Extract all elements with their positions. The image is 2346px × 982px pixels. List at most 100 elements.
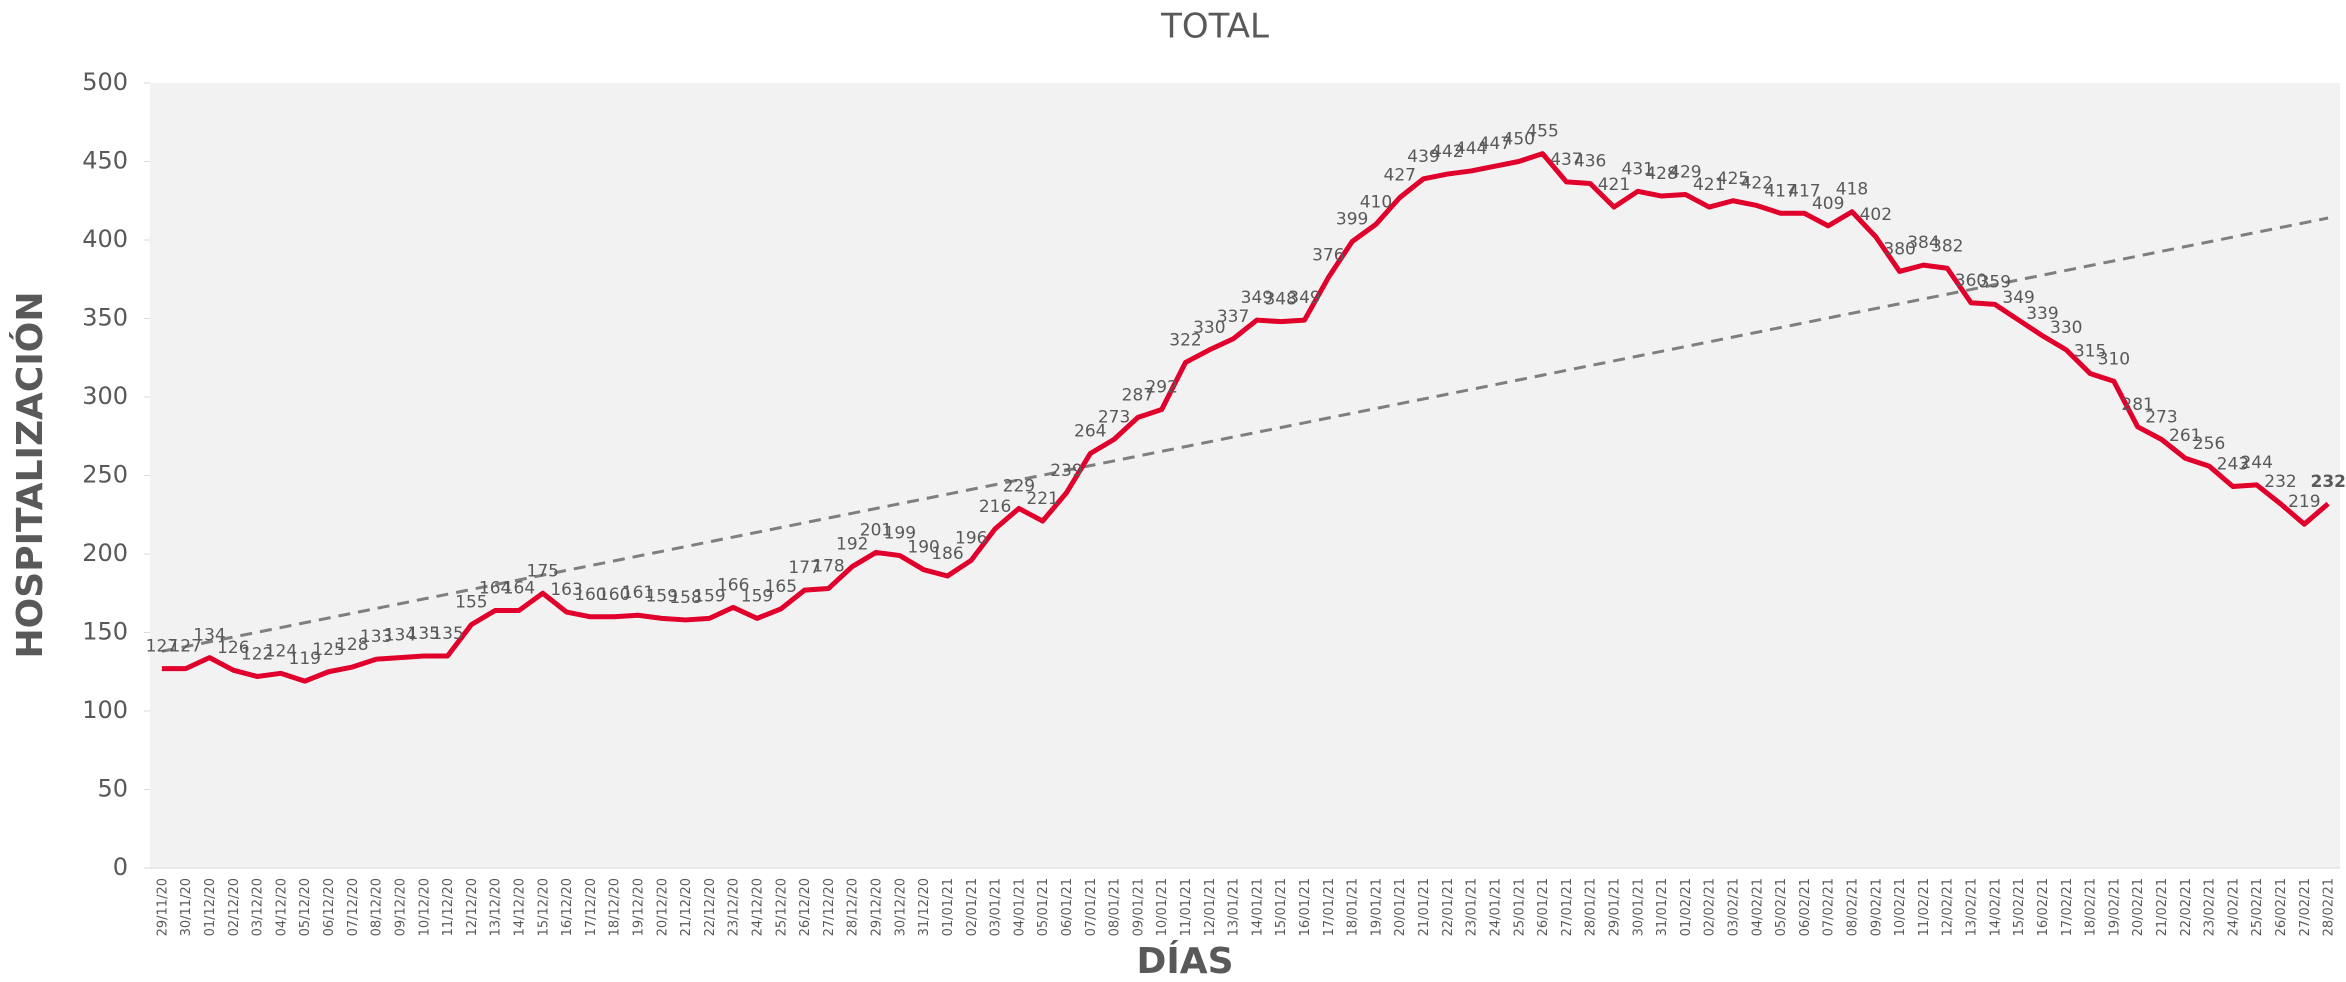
data-label: 161 (622, 583, 654, 603)
y-tick-label: 300 (82, 382, 128, 410)
data-label: 178 (812, 557, 844, 577)
data-label: 349 (2002, 288, 2034, 308)
data-label: 399 (1336, 210, 1368, 230)
x-tick-label: 06/01/21 (1060, 878, 1075, 936)
x-tick-label: 08/02/21 (1846, 878, 1861, 936)
x-tick-label: 21/02/21 (2155, 878, 2170, 936)
x-tick-label: 27/01/21 (1560, 878, 1575, 936)
x-tick-label: 24/02/21 (2226, 878, 2241, 936)
trendline (161, 216, 2329, 653)
data-label: 427 (1384, 166, 1416, 186)
x-tick-label: 07/12/20 (346, 878, 361, 936)
y-tick-label: 400 (82, 225, 128, 253)
x-axis-label: DÍAS (1136, 940, 1233, 982)
x-tick-label: 15/12/20 (536, 878, 551, 936)
data-label: 348 (1264, 290, 1296, 310)
data-label: 159 (693, 586, 725, 606)
x-tick-label: 21/01/21 (1417, 878, 1432, 936)
data-label: 165 (765, 577, 797, 597)
x-tick-label: 29/01/21 (1607, 878, 1622, 936)
data-label: 417 (1764, 181, 1796, 201)
data-label: 428 (1645, 164, 1677, 184)
data-label: 134 (193, 626, 225, 646)
data-label: 160 (574, 585, 606, 605)
data-label: 330 (2050, 318, 2082, 338)
data-label: 192 (836, 535, 868, 555)
data-label: 273 (1098, 407, 1130, 427)
x-tick-label: 25/01/21 (1512, 878, 1527, 936)
plot-area (150, 83, 2340, 868)
x-tick-label: 02/12/20 (227, 878, 242, 936)
data-label: 160 (598, 585, 630, 605)
data-label: 417 (1788, 181, 1820, 201)
x-tick-label: 14/12/20 (512, 878, 527, 936)
x-tick-label: 05/01/21 (1036, 878, 1051, 936)
data-label: 244 (2240, 453, 2272, 473)
data-label: 437 (1550, 150, 1582, 170)
x-tick-label: 27/12/20 (822, 878, 837, 936)
data-label: 330 (1193, 318, 1225, 338)
data-label: 431 (1622, 159, 1654, 179)
data-label: 164 (479, 579, 511, 599)
x-tick-label: 22/02/21 (2179, 878, 2194, 936)
x-tick-label: 03/02/21 (1726, 878, 1741, 936)
x-tick-label: 15/02/21 (2012, 878, 2027, 936)
data-label: 421 (1598, 175, 1630, 195)
data-label: 190 (907, 538, 939, 558)
x-tick-label: 13/12/20 (489, 878, 504, 936)
x-tick-label: 29/12/20 (870, 878, 885, 936)
data-label: 127 (146, 637, 178, 657)
data-label: 135 (431, 624, 463, 644)
data-label: 199 (884, 524, 916, 544)
data-label: 201 (860, 520, 892, 540)
data-label: 175 (527, 561, 559, 581)
data-label: 310 (2098, 349, 2130, 369)
x-tick-label: 28/02/21 (2322, 878, 2337, 936)
data-label: 119 (289, 649, 321, 669)
y-tick-label: 500 (82, 68, 128, 96)
x-tick-label: 14/02/21 (1988, 878, 2003, 936)
data-label: 436 (1574, 151, 1606, 171)
x-tick-label: 24/01/21 (1488, 878, 1503, 936)
data-label: 337 (1217, 307, 1249, 327)
x-tick-label: 10/12/20 (417, 878, 432, 936)
x-tick-label: 28/12/20 (846, 878, 861, 936)
x-tick-label: 02/02/21 (1703, 878, 1718, 936)
data-label: 239 (1050, 461, 1082, 481)
x-tick-label: 29/11/20 (155, 878, 170, 936)
data-label: 216 (979, 497, 1011, 517)
x-tick-label: 13/02/21 (1965, 878, 1980, 936)
x-tick-label: 03/01/21 (989, 878, 1004, 936)
data-label: 315 (2074, 341, 2106, 361)
x-tick-label: 15/01/21 (1274, 878, 1289, 936)
data-label: 349 (1241, 288, 1273, 308)
data-label: 447 (1479, 134, 1511, 154)
x-tick-label: 11/01/21 (1179, 878, 1194, 936)
data-label: 442 (1431, 142, 1463, 162)
chart-title: TOTAL (1160, 7, 1269, 47)
x-tick-label: 17/12/20 (584, 878, 599, 936)
x-tick-label: 14/01/21 (1250, 878, 1265, 936)
x-tick-label: 01/02/21 (1679, 878, 1694, 936)
data-label: 281 (2121, 395, 2153, 415)
x-tick-label: 17/01/21 (1322, 878, 1337, 936)
y-tick-label: 350 (82, 304, 128, 332)
x-tick-label: 18/12/20 (608, 878, 623, 936)
x-tick-label: 31/01/21 (1655, 878, 1670, 936)
data-label: 186 (931, 544, 963, 564)
x-tick-label: 04/12/20 (274, 878, 289, 936)
x-tick-label: 11/12/20 (441, 878, 456, 936)
data-label: 128 (336, 635, 368, 655)
data-label: 439 (1407, 147, 1439, 167)
data-label: 287 (1122, 385, 1154, 405)
data-label: 360 (1955, 271, 1987, 291)
data-label: 159 (741, 586, 773, 606)
x-tick-label: 10/02/21 (1893, 878, 1908, 936)
x-tick-label: 25/02/21 (2250, 878, 2265, 936)
data-label: 382 (1931, 236, 1963, 256)
data-label: 264 (1074, 422, 1106, 442)
x-tick-label: 12/01/21 (1203, 878, 1218, 936)
data-label: 232 (2311, 472, 2346, 492)
data-label: 127 (169, 637, 201, 657)
